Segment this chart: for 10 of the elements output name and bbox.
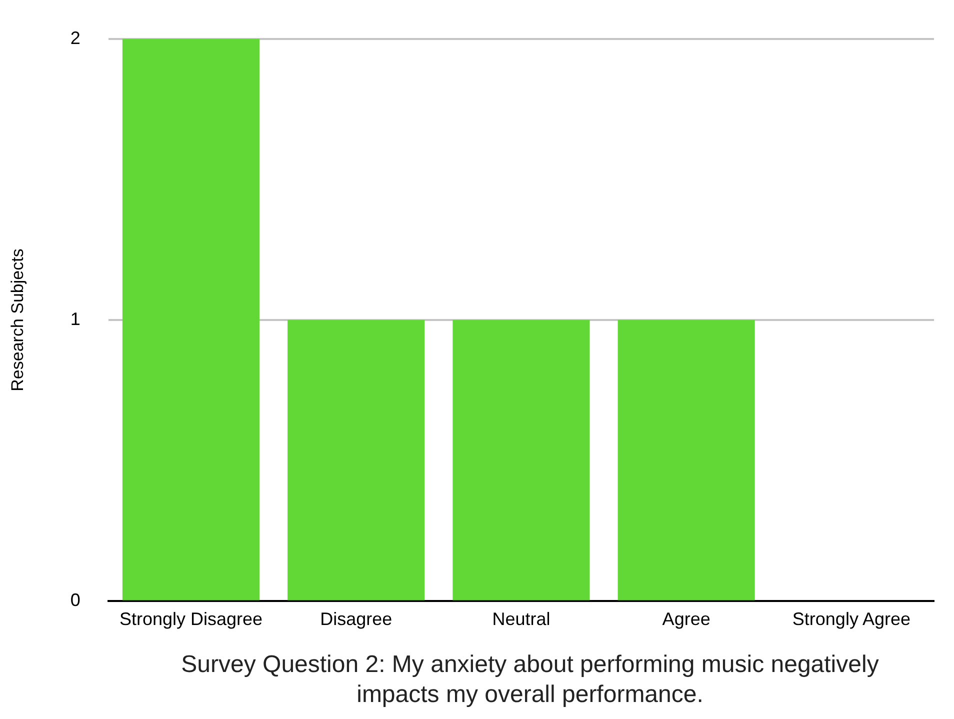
x-tick-label: Neutral bbox=[492, 608, 550, 629]
x-tick-label: Strongly Disagree bbox=[119, 608, 263, 629]
x-tick-label: Strongly Agree bbox=[792, 608, 910, 629]
y-tick-label: 0 bbox=[70, 590, 80, 610]
x-tick-label: Disagree bbox=[320, 608, 392, 629]
x-axis-title: Survey Question 2: My anxiety about performing music negatively impacts my overall performance. bbox=[180, 650, 880, 710]
y-tick-label: 1 bbox=[70, 308, 80, 329]
y-axis-title: Research Subjects bbox=[8, 248, 27, 392]
y-tick-label: 2 bbox=[70, 28, 80, 48]
x-tick-label: Agree bbox=[662, 608, 710, 629]
